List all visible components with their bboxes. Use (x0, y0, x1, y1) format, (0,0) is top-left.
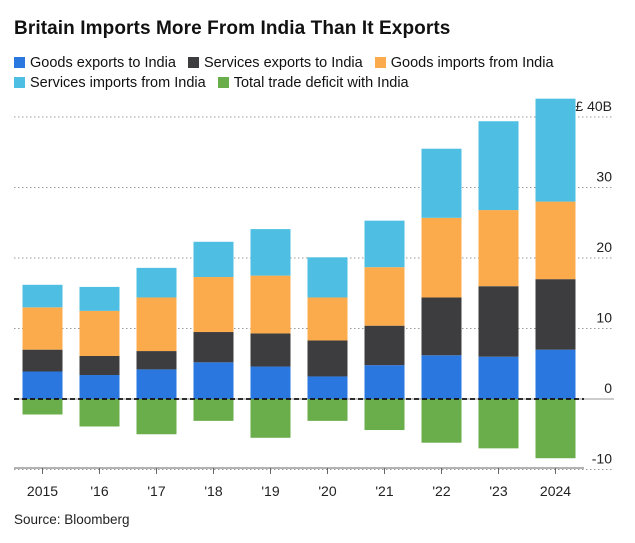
legend-swatch (374, 57, 386, 68)
bar-segment (478, 286, 519, 357)
legend-item-goods-exports: Goods exports to India (14, 53, 176, 73)
bar-segment (421, 355, 462, 399)
y-tick-label: -10 (592, 451, 612, 467)
bar-segment (307, 340, 348, 377)
x-tick-label: '18 (204, 483, 222, 499)
y-tick-label: 20 (596, 239, 612, 255)
y-tick-label: £ 40B (575, 98, 612, 114)
deficit-bar (250, 399, 291, 438)
x-tick-label: '23 (489, 483, 507, 499)
x-tick-label: '20 (318, 483, 336, 499)
y-tick-label: 10 (596, 310, 612, 326)
chart-title: Britain Imports More From India Than It … (14, 18, 451, 39)
legend-label: Services exports to India (203, 55, 363, 71)
deficit-bar (307, 399, 348, 421)
x-tick-label: '21 (375, 483, 393, 499)
bar-segment (79, 286, 120, 311)
bar-segment (535, 349, 576, 399)
x-tick-label: '17 (147, 483, 165, 499)
legend-label: Goods imports from India (390, 55, 554, 71)
bar-segment (136, 267, 177, 298)
bar-segment (79, 355, 120, 376)
bar-segment (421, 148, 462, 218)
bar-segment (79, 310, 120, 356)
legend-item-services-exports: Services exports to India (187, 53, 363, 73)
legend-label: Total trade deficit with India (233, 75, 409, 91)
legend-swatch (14, 57, 25, 68)
bar-segment (250, 229, 291, 276)
y-tick-label: 0 (604, 380, 612, 396)
bar-segment (250, 333, 291, 367)
chart-legend: Goods exports to India Services exports … (14, 53, 624, 93)
deficit-bar (364, 399, 405, 431)
deficit-bar (535, 399, 576, 459)
bar-segment (250, 366, 291, 399)
bar-segment (364, 325, 405, 366)
bar-segment (478, 210, 519, 287)
bar-segment (535, 201, 576, 280)
bar-segment (22, 371, 63, 399)
legend-swatch (217, 77, 229, 88)
deficit-bar (136, 399, 177, 435)
bar-segment (535, 98, 576, 202)
source-note: Source: Bloomberg (14, 512, 130, 527)
deficit-bar (79, 399, 120, 427)
deficit-bar (193, 399, 234, 421)
bar-segment (478, 121, 519, 211)
deficit-bar (478, 399, 519, 449)
legend-swatch (187, 57, 199, 68)
bar-segment (193, 277, 234, 333)
bar-segment (421, 297, 462, 356)
bar-segment (193, 332, 234, 363)
bar-segment (535, 279, 576, 350)
deficit-bar (22, 399, 63, 415)
legend-label: Goods exports to India (30, 55, 176, 71)
bar-segment (364, 220, 405, 268)
bar-segment (136, 351, 177, 370)
bar-segment (307, 257, 348, 298)
x-tick-label: 2015 (27, 483, 58, 499)
deficit-bar (421, 399, 462, 443)
x-tick-label: '22 (432, 483, 450, 499)
bar-segment (193, 241, 234, 278)
legend-item-services-imports: Services imports from India (14, 73, 206, 93)
bar-segment (364, 365, 405, 399)
bar-segment (421, 217, 462, 298)
bar-segment (136, 369, 177, 399)
bar-segment (307, 376, 348, 399)
bar-segment (79, 375, 120, 399)
bar-segment (22, 349, 63, 372)
x-tick-label: '16 (90, 483, 108, 499)
y-tick-label: 30 (596, 169, 612, 185)
bar-segment (22, 307, 63, 350)
bar-segment (478, 356, 519, 399)
x-tick-label: '19 (261, 483, 279, 499)
bar-segment (193, 362, 234, 399)
bar-segment (307, 297, 348, 341)
legend-swatch (14, 77, 25, 88)
bar-segment (22, 284, 63, 308)
x-tick-label: 2024 (540, 483, 571, 499)
bar-segment (250, 275, 291, 334)
legend-item-goods-imports: Goods imports from India (374, 53, 554, 73)
bar-segment (364, 267, 405, 326)
bar-segment (136, 297, 177, 352)
legend-label: Services imports from India (30, 75, 206, 91)
legend-item-trade-deficit: Total trade deficit with India (217, 73, 409, 93)
